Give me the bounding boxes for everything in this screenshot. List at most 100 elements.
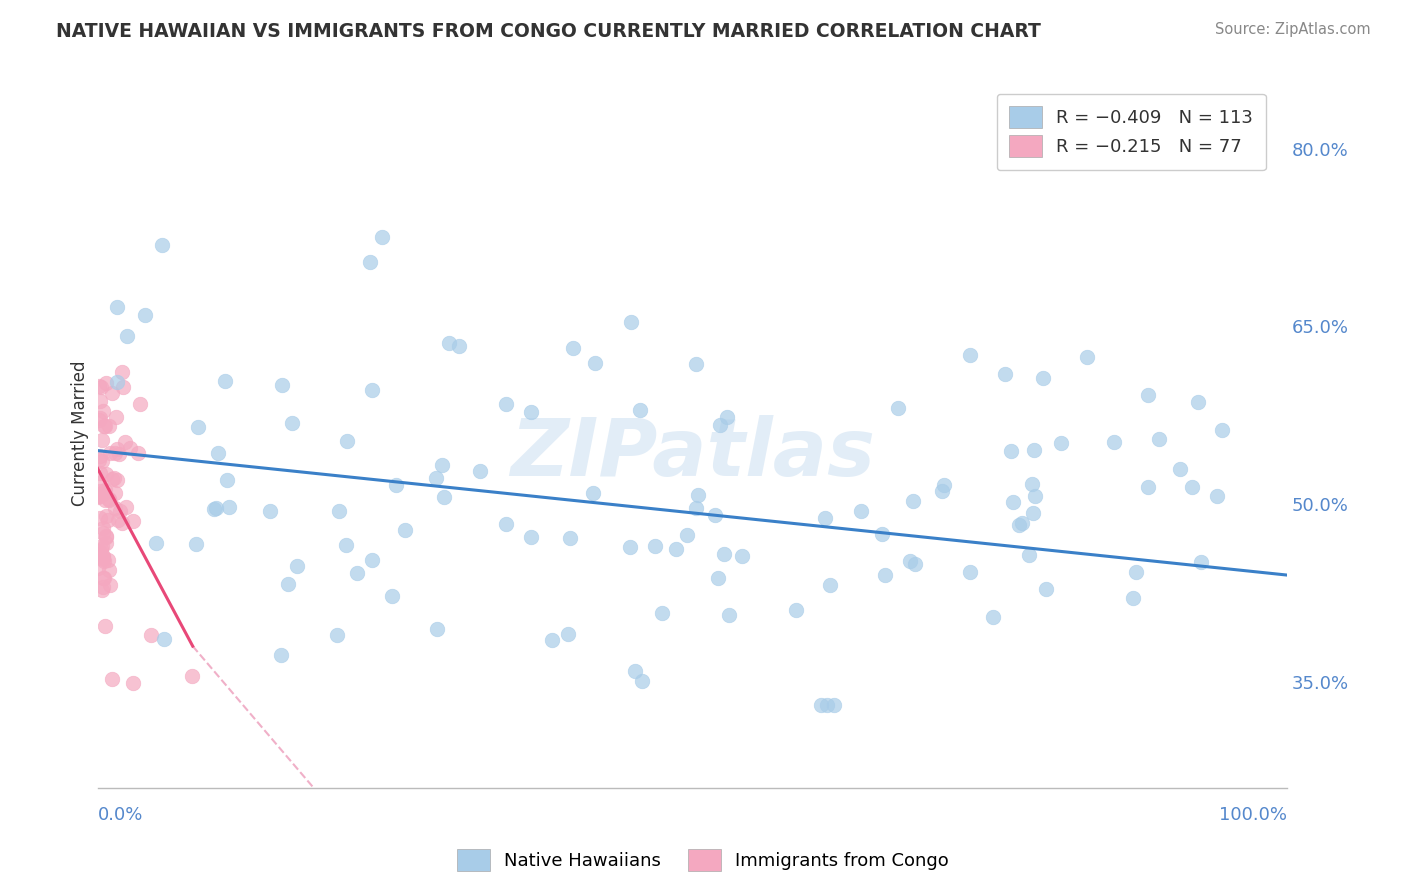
Point [326, 628, 349, 642]
Point [688, 487, 710, 501]
Legend: Native Hawaiians, Immigrants from Congo: Native Hawaiians, Immigrants from Congo [450, 842, 956, 879]
Point [114, 435, 136, 450]
Point [127, 446, 149, 460]
Point [425, 471, 447, 485]
Point [101, 386, 124, 401]
Point [91, 552, 114, 566]
Point [89, 449, 111, 463]
Point [432, 490, 454, 504]
Point [90, 487, 112, 501]
Point [202, 501, 225, 516]
Point [91, 581, 114, 595]
Point [150, 237, 173, 252]
Point [718, 607, 741, 622]
Point [94, 619, 117, 633]
Point [96, 536, 118, 550]
Point [218, 500, 240, 514]
Point [359, 255, 381, 269]
Point [562, 341, 585, 355]
Point [1187, 395, 1209, 409]
Point [361, 553, 384, 567]
Point [1102, 434, 1125, 449]
Point [87, 489, 110, 503]
Point [1149, 432, 1171, 446]
Point [1076, 350, 1098, 364]
Point [97, 419, 120, 434]
Point [628, 402, 651, 417]
Point [105, 375, 128, 389]
Point [281, 416, 304, 430]
Point [111, 516, 134, 530]
Point [97, 553, 120, 567]
Point [870, 526, 893, 541]
Point [87, 490, 110, 504]
Point [105, 409, 128, 424]
Point [91, 434, 114, 448]
Point [122, 676, 145, 690]
Point [619, 540, 641, 554]
Point [993, 367, 1015, 381]
Point [731, 549, 754, 564]
Point [94, 483, 117, 497]
Point [105, 300, 128, 314]
Point [118, 442, 141, 456]
Point [1001, 495, 1024, 509]
Point [785, 603, 807, 617]
Point [713, 547, 735, 561]
Point [103, 470, 125, 484]
Point [1211, 423, 1233, 437]
Point [959, 348, 981, 362]
Point [709, 418, 731, 433]
Point [205, 500, 228, 515]
Point [1011, 516, 1033, 530]
Point [91, 404, 114, 418]
Point [361, 383, 384, 397]
Point [141, 628, 163, 642]
Point [1206, 489, 1229, 503]
Point [620, 315, 643, 329]
Point [112, 379, 135, 393]
Point [815, 698, 838, 713]
Point [495, 516, 517, 531]
Point [91, 526, 114, 541]
Point [89, 393, 111, 408]
Point [394, 523, 416, 537]
Point [101, 672, 124, 686]
Point [89, 452, 111, 467]
Point [87, 561, 110, 575]
Point [1181, 480, 1204, 494]
Point [214, 374, 236, 388]
Point [934, 478, 956, 492]
Point [624, 664, 647, 678]
Point [1021, 476, 1043, 491]
Point [128, 397, 150, 411]
Point [704, 508, 727, 523]
Point [89, 466, 111, 480]
Point [495, 397, 517, 411]
Point [1018, 548, 1040, 562]
Point [89, 544, 111, 558]
Point [96, 376, 118, 390]
Point [1050, 436, 1073, 450]
Point [107, 513, 129, 527]
Point [87, 547, 110, 561]
Point [1022, 442, 1045, 457]
Point [470, 464, 492, 478]
Point [685, 501, 707, 516]
Text: Source: ZipAtlas.com: Source: ZipAtlas.com [1215, 22, 1371, 37]
Point [186, 536, 208, 550]
Point [115, 329, 138, 343]
Point [959, 566, 981, 580]
Y-axis label: Currently Married: Currently Married [72, 360, 89, 506]
Point [631, 674, 654, 689]
Point [439, 336, 461, 351]
Point [1189, 556, 1212, 570]
Point [707, 571, 730, 585]
Point [108, 504, 131, 518]
Point [582, 486, 605, 500]
Point [583, 356, 606, 370]
Point [371, 230, 394, 244]
Point [901, 493, 924, 508]
Point [1136, 387, 1159, 401]
Point [1024, 489, 1046, 503]
